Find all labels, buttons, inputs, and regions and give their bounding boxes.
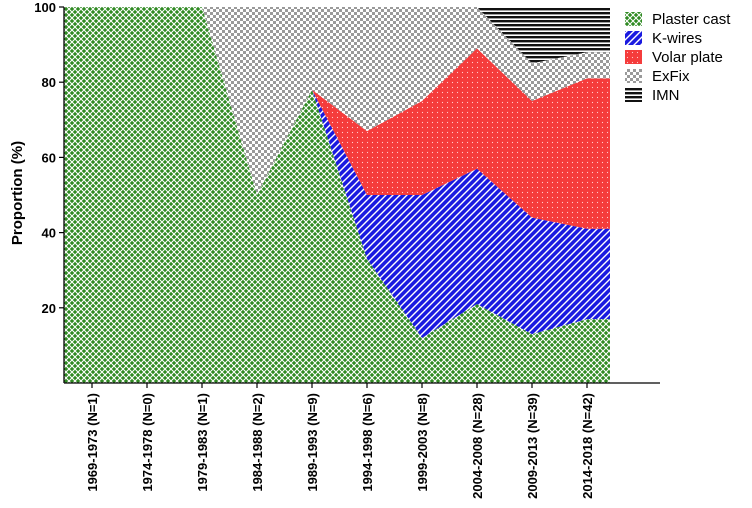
- y-tick-label: 40: [42, 226, 56, 241]
- areas-layer: [64, 7, 610, 383]
- area-plaster-cast: [64, 7, 610, 383]
- y-tick-label: 80: [42, 75, 56, 90]
- legend: Plaster cast K-wires Volar plate ExFix IMN: [625, 11, 731, 104]
- legend-swatch-plaster-cast: [625, 12, 642, 26]
- legend-swatch-imn: [625, 88, 642, 102]
- area-exfix: [64, 7, 610, 195]
- legend-label-imn: IMN: [652, 87, 680, 104]
- x-tick-label: 1999-2003 (N=8): [415, 393, 430, 492]
- ticks-layer: 20 40 60 80 100 1969-1973 (N=1) 1974-1978 (N=0…: [34, 0, 595, 499]
- y-axis-title: Proportion (%): [9, 141, 26, 245]
- x-tick-label: 1984-1988 (N=2): [250, 393, 265, 492]
- legend-swatch-volar-plate: [625, 50, 642, 64]
- y-tick-label: 60: [42, 150, 56, 165]
- area-k-wires: [64, 7, 610, 338]
- legend-swatch-exfix: [625, 69, 642, 83]
- y-tick-label: 100: [34, 0, 56, 15]
- area-imn: [64, 7, 610, 64]
- area-volar-plate: [64, 7, 610, 229]
- legend-label-k-wires: K-wires: [652, 30, 702, 47]
- legend-label-volar-plate: Volar plate: [652, 49, 723, 66]
- legend-label-plaster-cast: Plaster cast: [652, 11, 731, 28]
- y-tick-label: 20: [42, 301, 56, 316]
- x-tick-label: 2014-2018 (N=42): [580, 393, 595, 499]
- x-tick-label: 1969-1973 (N=1): [85, 393, 100, 492]
- legend-swatch-k-wires: [625, 31, 642, 45]
- x-tick-label: 2009-2013 (N=39): [525, 393, 540, 499]
- x-tick-label: 1974-1978 (N=0): [140, 393, 155, 492]
- x-tick-label: 1994-1998 (N=6): [360, 393, 375, 492]
- axes-layer: [63, 7, 660, 384]
- x-tick-label: 1979-1983 (N=1): [195, 393, 210, 492]
- x-tick-label: 2004-2008 (N=28): [470, 393, 485, 499]
- x-tick-label: 1989-1993 (N=9): [305, 393, 320, 492]
- legend-label-exfix: ExFix: [652, 68, 690, 85]
